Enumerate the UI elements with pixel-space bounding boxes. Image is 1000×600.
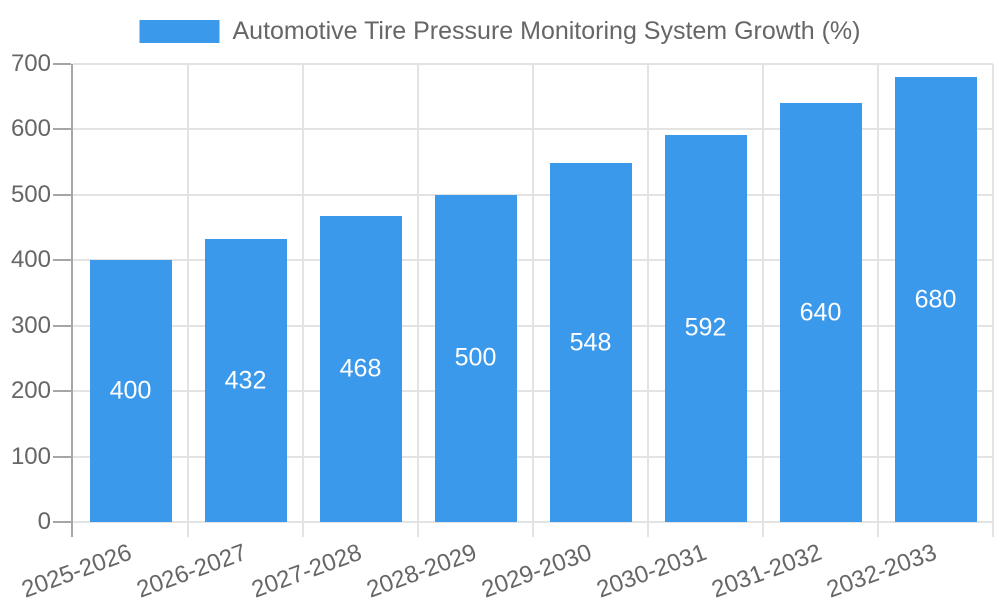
gridline-vertical: [417, 64, 419, 537]
x-tick-label: 2029-2030: [477, 538, 595, 600]
gridline-vertical: [992, 64, 994, 537]
gridline-vertical: [302, 64, 304, 537]
y-axis-tick: [53, 324, 71, 327]
x-tick-label: 2032-2033: [822, 538, 940, 600]
y-axis-line: [71, 64, 73, 537]
bar[interactable]: 468: [319, 215, 402, 522]
bar-value-label: 592: [684, 313, 727, 342]
y-axis-tick: [53, 63, 71, 65]
gridline-vertical: [877, 64, 879, 537]
gridline-vertical: [762, 64, 764, 537]
bar[interactable]: 500: [434, 194, 517, 522]
y-axis-tick: [53, 455, 71, 458]
legend-label[interactable]: Automotive Tire Pressure Monitoring Syst…: [232, 17, 861, 45]
y-tick-label: 500: [10, 180, 51, 208]
y-tick-label: 200: [10, 377, 51, 405]
legend[interactable]: Automotive Tire Pressure Monitoring Syst…: [139, 17, 861, 46]
bar-value-label: 680: [914, 285, 957, 314]
gridline-vertical: [187, 64, 189, 537]
y-tick-label: 100: [10, 442, 51, 470]
bar-value-label: 640: [799, 298, 842, 327]
gridline-vertical: [532, 64, 534, 537]
y-tick-label: 700: [10, 50, 51, 77]
y-axis-tick: [53, 390, 71, 393]
x-tick-label: 2026-2027: [132, 538, 250, 600]
bar[interactable]: 680: [894, 77, 977, 522]
plot-area: 0 100 200 300 400 500 600 700 400 432 468 500 548 59…: [11, 52, 994, 600]
y-tick-label: 400: [10, 246, 51, 274]
bar-value-label: 400: [109, 376, 152, 405]
x-tick-label: 2031-2032: [707, 538, 825, 600]
x-tick-label: 2025-2026: [17, 538, 135, 600]
x-tick-label: 2027-2028: [247, 538, 365, 600]
x-tick-label: 2028-2029: [362, 538, 480, 600]
y-axis-tick: [53, 521, 71, 523]
legend-swatch[interactable]: [139, 20, 220, 43]
y-tick-label: 600: [10, 115, 51, 143]
bar[interactable]: 592: [664, 134, 747, 522]
y-axis-tick: [53, 259, 71, 262]
bar-value-label: 432: [224, 366, 267, 395]
y-tick-label: 0: [37, 508, 51, 535]
bar[interactable]: 400: [89, 260, 172, 522]
y-tick-label: 300: [10, 311, 51, 339]
bar[interactable]: 548: [549, 163, 632, 522]
y-axis-tick: [53, 193, 71, 196]
y-axis-tick: [53, 128, 71, 131]
x-tick-label: 2030-2031: [592, 538, 710, 600]
bar-value-label: 500: [454, 343, 497, 372]
bar-value-label: 468: [339, 354, 382, 383]
gridline-vertical: [647, 64, 649, 537]
bar[interactable]: 640: [779, 103, 862, 522]
bar-value-label: 548: [569, 328, 612, 357]
bar[interactable]: 432: [204, 239, 287, 522]
